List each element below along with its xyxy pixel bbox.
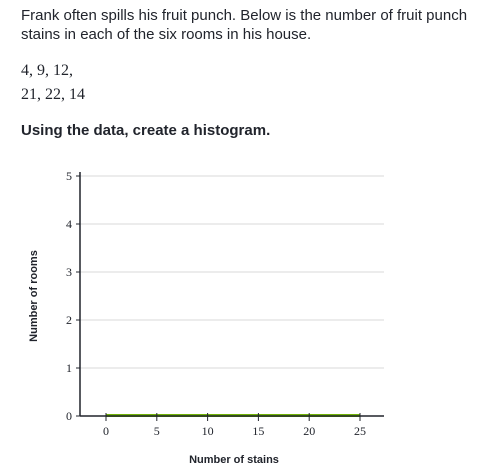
x-tick-label: 15	[252, 424, 264, 438]
instruction-text: Using the data, create a histogram.	[21, 122, 271, 139]
data-line-2: 21, 22, 14	[21, 86, 85, 103]
y-tick-label: 4	[66, 217, 72, 231]
x-tick-label: 25	[354, 424, 366, 438]
x-tick-label: 20	[303, 424, 315, 438]
y-tick-label: 1	[66, 361, 72, 375]
histogram-graph[interactable]: 0 1 2 3 4 5 0 5 10 15 20 25 Number of rooms Number…	[0, 150, 499, 473]
y-axis-title: Number of rooms	[28, 250, 40, 342]
y-tick-label: 0	[66, 409, 72, 423]
x-axis-title: Number of stains	[189, 454, 279, 466]
x-tick-label: 0	[103, 424, 109, 438]
x-tick-label: 10	[202, 424, 214, 438]
problem-text: Frank often spills his fruit punch. Belo…	[21, 7, 468, 43]
data-line-1: 4, 9, 12,	[21, 62, 73, 79]
y-tick-label: 3	[66, 265, 72, 279]
y-tick-label: 5	[66, 169, 72, 183]
x-tick-label: 5	[154, 424, 160, 438]
y-tick-label: 2	[66, 313, 72, 327]
